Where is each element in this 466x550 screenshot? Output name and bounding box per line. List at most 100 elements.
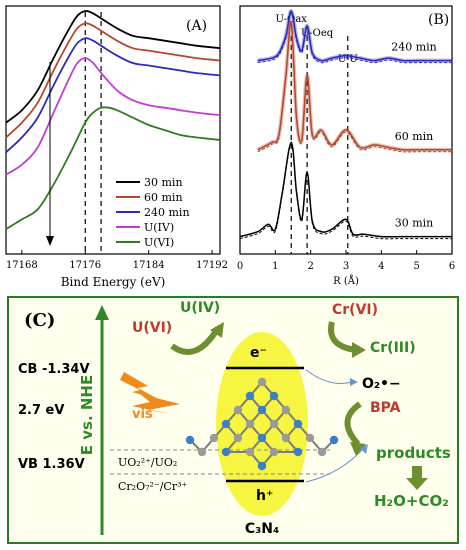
panel-c-label: (C) [24, 310, 55, 331]
panel-a-series-line [5, 22, 221, 139]
panel-a-tick-label: 17168 [6, 260, 38, 271]
panel-b-peak-label: U-Oax [276, 14, 308, 25]
nitrogen-atom [293, 447, 303, 457]
carbon-atom [281, 405, 291, 415]
nitrogen-atom [257, 461, 267, 471]
cb-label: CB -1.34V [18, 362, 90, 377]
panel-a: (A) 17168 17176 17184 17192 Bind Energy (eV… [5, 5, 228, 289]
carbon-atom [197, 447, 207, 457]
lightning-bolt-icon [132, 394, 180, 414]
u-reduction-arrow [170, 326, 221, 355]
panel-a-legend: 30 min 60 min 240 min U(IV) U(VI) [116, 176, 190, 249]
panel-a-tick-label: 17176 [69, 260, 101, 271]
panel-a-legend-label: 60 min [144, 191, 183, 204]
carbon-atom [305, 433, 315, 443]
panel-a-tick-label: 17184 [133, 260, 165, 271]
carbon-atom [209, 433, 219, 443]
nitrogen-atom [269, 391, 279, 401]
energy-axis-arrowhead [95, 305, 109, 320]
carbon-atom [257, 377, 267, 387]
panel-b-series-label: 60 min [395, 130, 434, 143]
mineralization-arrow [412, 466, 422, 478]
panel-b-fit-line [257, 12, 452, 64]
final-products-label: H₂O+CO₂ [374, 492, 449, 510]
nitrogen-atom [185, 435, 195, 445]
carbon-atom [269, 447, 279, 457]
electron-label: e⁻ [250, 345, 267, 361]
u4-label: U(IV) [180, 300, 220, 316]
nitrogen-atom [329, 435, 339, 445]
panel-b: (B) U-Oax U-Oeq U-U 240 min 60 min 30 min 0 1… [237, 5, 455, 287]
cr-reduction-arrowhead [352, 342, 366, 358]
panel-b-tick-label: 5 [413, 261, 419, 272]
panel-b-tick-label: 4 [378, 261, 384, 272]
panel-b-tick-label: 1 [272, 261, 278, 272]
carbon-atom [233, 405, 243, 415]
carbon-atom [245, 419, 255, 429]
catalyst-ellipse [216, 332, 308, 516]
redox-cr-label: Cr₂O₇²⁻/Cr³⁺ [118, 480, 188, 493]
mineralization-arrowhead [406, 478, 428, 490]
c3n4-structure [185, 377, 339, 471]
panel-a-legend-label: U(VI) [144, 236, 174, 249]
panel-b-tick-label: 6 [449, 261, 455, 272]
u-reduction-arrowhead [210, 322, 224, 338]
electron-transfer-arrow [305, 369, 353, 384]
cr3-label: Cr(III) [370, 340, 416, 356]
carbon-atom [245, 447, 255, 457]
panel-b-peak-label: U-Oeq [301, 28, 334, 39]
superoxide-label: O₂•− [362, 376, 401, 392]
nitrogen-atom [221, 419, 231, 429]
panel-a-series-line [5, 37, 221, 153]
nitrogen-atom [245, 391, 255, 401]
gap-label: 2.7 eV [18, 403, 64, 418]
u6-label: U(VI) [132, 320, 172, 336]
cr6-label: Cr(VI) [332, 302, 378, 318]
nitrogen-atom [221, 447, 231, 457]
panel-a-legend-label: U(IV) [144, 221, 174, 234]
bpa-degradation-arrow [344, 401, 362, 447]
panel-b-tick-label: 0 [237, 261, 243, 272]
panel-b-xlabel: R (Å) [333, 275, 359, 287]
hole-transfer-arrow [305, 447, 365, 483]
panel-a-frame [5, 5, 221, 255]
vis-label: vis [132, 407, 153, 422]
electron-transfer-arrowhead [350, 378, 358, 386]
cr-reduction-arrow [328, 321, 357, 353]
panel-b-tick-label: 3 [343, 261, 349, 272]
panel-b-series-line [257, 10, 452, 62]
panel-a-tick-label: 17192 [196, 260, 228, 271]
panel-c: (C) E vs. NHE CB -1.34V 2.7 eV VB 1.36V … [7, 296, 459, 544]
panel-a-xlabel: Bind Energy (eV) [61, 275, 166, 289]
panel-a-arrowhead [46, 236, 54, 246]
nitrogen-atom [293, 419, 303, 429]
panel-b-series-label: 30 min [395, 217, 434, 230]
panel-b-series-label: 240 min [391, 41, 437, 54]
panel-b-peak-label: U-U [338, 54, 358, 65]
panel-a-label: (A) [186, 18, 207, 34]
hole-transfer-arrowhead [360, 444, 368, 454]
carbon-atom [269, 419, 279, 429]
carbon-atom [317, 447, 327, 457]
products-label: products [376, 444, 451, 462]
vb-label: VB 1.36V [18, 457, 85, 472]
panel-b-fit-line [239, 143, 452, 240]
nitrogen-atom [257, 405, 267, 415]
hole-label: h⁺ [256, 488, 273, 504]
bpa-label: BPA [370, 400, 401, 416]
energy-axis-label: E vs. NHE [78, 375, 96, 455]
panel-a-legend-label: 240 min [144, 206, 190, 219]
panel-b-label: (B) [428, 12, 449, 28]
panel-a-legend-label: 30 min [144, 176, 183, 189]
catalyst-label: C₃N₄ [245, 521, 279, 537]
panel-a-series-line [5, 57, 221, 176]
lightning-icon [120, 372, 160, 400]
bpa-degradation-arrowhead [350, 442, 366, 456]
carbon-atom [281, 433, 291, 443]
panel-b-series-line [239, 141, 452, 238]
panel-b-fit-line [257, 24, 452, 153]
nitrogen-atom [257, 433, 267, 443]
panel-a-series-line [5, 106, 221, 230]
redox-u-label: UO₂²⁺/UO₂ [118, 456, 177, 469]
